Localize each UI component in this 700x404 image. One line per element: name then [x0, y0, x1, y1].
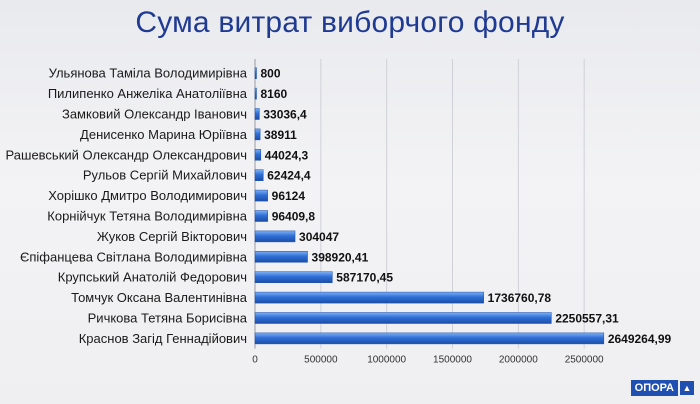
value-label: 1736760,78 — [488, 291, 552, 305]
category-label: Денисенко Марина Юріївна — [80, 127, 248, 142]
bar — [254, 67, 257, 79]
category-label: Рульов Сергій Михайлович — [83, 168, 247, 183]
chart-title: Сума витрат виборчого фонду — [135, 6, 565, 39]
x-tick-label: 1500000 — [433, 355, 472, 366]
bars — [254, 67, 605, 345]
bar — [254, 108, 260, 120]
category-label: Краснов Загід Геннадійович — [79, 331, 247, 346]
value-label: 800 — [261, 67, 281, 81]
x-tick-label: 500000 — [304, 355, 338, 366]
category-label: Ульянова Таміла Володимирівна — [49, 66, 248, 81]
x-tick-label: 0 — [252, 355, 258, 366]
bar — [254, 251, 308, 263]
category-label: Замковий Олександр Іванович — [62, 107, 247, 122]
category-label: Жуков Сергій Вікторович — [97, 229, 247, 244]
category-label: Пилипенко Анжеліка Анатоліївна — [48, 86, 248, 101]
category-label: Єпіфанцева Світлана Володимирівна — [20, 249, 248, 264]
x-tick-label: 1000000 — [367, 355, 406, 366]
bar — [254, 291, 484, 304]
bar — [254, 128, 261, 141]
value-label: 62424,4 — [267, 169, 311, 183]
value-label: 304047 — [299, 230, 339, 244]
category-label: Ричкова Тетяна Борисівна — [88, 311, 248, 326]
value-label: 38911 — [264, 128, 297, 142]
logo-triangle-icon: ▲ — [680, 381, 694, 395]
bar — [254, 312, 552, 324]
category-label: Крупський Анатолій Федорович — [58, 270, 247, 285]
bar — [254, 230, 296, 243]
value-label: 587170,45 — [336, 271, 393, 285]
x-tick-label: 2500000 — [565, 355, 604, 366]
grid-lines — [254, 59, 585, 349]
bar — [254, 87, 257, 100]
value-label: 8160 — [261, 87, 288, 101]
bar — [254, 189, 268, 202]
x-axis-ticks: 0 500000 1000000 1500000 2000000 2500000 — [252, 355, 604, 366]
bar — [254, 169, 264, 181]
opora-logo: ОПОРА ▲ — [630, 380, 694, 396]
x-tick-label: 2000000 — [499, 355, 538, 366]
bar — [254, 210, 268, 222]
category-labels: Ульянова Таміла Володимирівна Пилипенко А… — [6, 66, 248, 346]
category-label: Томчук Оксана Валентинівна — [71, 290, 248, 305]
value-labels: 800 8160 33036,4 38911 44024,3 62424,4 96124 96… — [261, 67, 672, 346]
bar — [254, 271, 333, 283]
value-label: 96124 — [272, 189, 306, 203]
category-label: Корнійчук Тетяна Володимирівна — [47, 209, 247, 224]
category-label: Хорішко Дмитро Володимирович — [48, 188, 247, 203]
value-label: 398920,41 — [312, 250, 369, 264]
value-label: 96409,8 — [272, 210, 316, 224]
bar — [254, 332, 605, 345]
bar — [254, 149, 262, 161]
value-label: 2250557,31 — [555, 312, 619, 326]
value-label: 33036,4 — [263, 108, 307, 122]
value-label: 44024,3 — [265, 148, 309, 162]
value-label: 2649264,99 — [608, 332, 672, 346]
category-label: Рашевський Олександр Олександрович — [6, 147, 247, 162]
logo-text: ОПОРА — [630, 380, 678, 396]
